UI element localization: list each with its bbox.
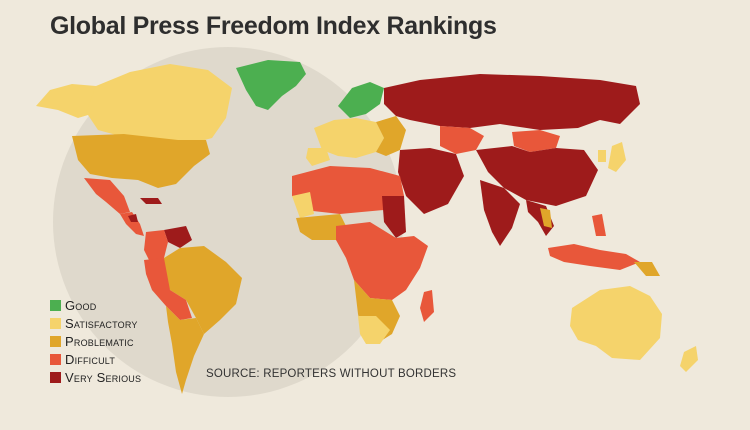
region-papua xyxy=(634,262,660,276)
region-kazakhstan xyxy=(440,126,484,154)
legend-item-very-serious: Very Serious xyxy=(50,368,141,386)
region-north-africa xyxy=(292,166,404,214)
region-china xyxy=(476,146,598,206)
legend-label-good: Good xyxy=(65,297,97,313)
region-mongolia xyxy=(512,130,560,152)
legend-swatch-satisfactory xyxy=(50,317,61,329)
legend-label-problematic: Problematic xyxy=(65,333,134,349)
region-india xyxy=(480,180,520,246)
region-indonesia xyxy=(548,244,640,270)
region-korea xyxy=(598,150,606,162)
legend-item-problematic: Problematic xyxy=(50,332,141,350)
region-mexico xyxy=(84,178,130,214)
region-new-zealand xyxy=(680,346,698,372)
region-japan xyxy=(608,142,626,172)
region-alaska xyxy=(36,84,98,118)
legend-label-very-serious: Very Serious xyxy=(65,369,142,385)
region-iberia xyxy=(306,148,330,166)
region-nicaragua xyxy=(128,214,138,222)
legend-item-good: Good xyxy=(50,296,141,314)
region-east-africa xyxy=(382,196,406,238)
legend-swatch-very-serious xyxy=(50,371,61,383)
region-peru-bolivia xyxy=(144,258,192,320)
legend-item-satisfactory: Satisfactory xyxy=(50,314,141,332)
region-venezuela xyxy=(164,226,192,248)
region-eastern-europe xyxy=(376,116,406,156)
legend-swatch-problematic xyxy=(50,335,61,347)
region-south-africa xyxy=(358,316,390,344)
legend-swatch-good xyxy=(50,299,61,311)
legend-item-difficult: Difficult xyxy=(50,350,141,368)
legend-label-satisfactory: Satisfactory xyxy=(65,315,138,331)
source-note: SOURCE: REPORTERS WITHOUT BORDERS xyxy=(206,368,457,380)
region-southeast-asia xyxy=(526,200,554,236)
region-philippines xyxy=(592,214,606,236)
region-western-europe xyxy=(314,118,384,158)
region-mauritania xyxy=(292,192,314,218)
region-canada xyxy=(86,64,232,144)
region-central-africa xyxy=(336,222,428,300)
legend-label-difficult: Difficult xyxy=(65,351,116,367)
region-greenland xyxy=(236,60,306,110)
legend-swatch-difficult xyxy=(50,353,61,365)
region-madagascar xyxy=(420,290,434,322)
region-cuba xyxy=(140,198,162,204)
map-title: Global Press Freedom Index Rankings xyxy=(50,12,497,40)
region-australia xyxy=(570,286,662,360)
region-central-america xyxy=(120,212,144,236)
region-colombia xyxy=(144,230,168,262)
region-scandinavia xyxy=(338,82,384,118)
region-russia xyxy=(384,74,640,130)
region-middle-east xyxy=(398,148,464,214)
region-brazil xyxy=(164,246,242,334)
region-thailand xyxy=(540,208,552,228)
region-west-africa xyxy=(296,214,348,240)
region-usa xyxy=(72,134,210,188)
map-legend: Good Satisfactory Problematic Difficult … xyxy=(50,296,141,386)
region-argentina-chile xyxy=(166,306,204,394)
